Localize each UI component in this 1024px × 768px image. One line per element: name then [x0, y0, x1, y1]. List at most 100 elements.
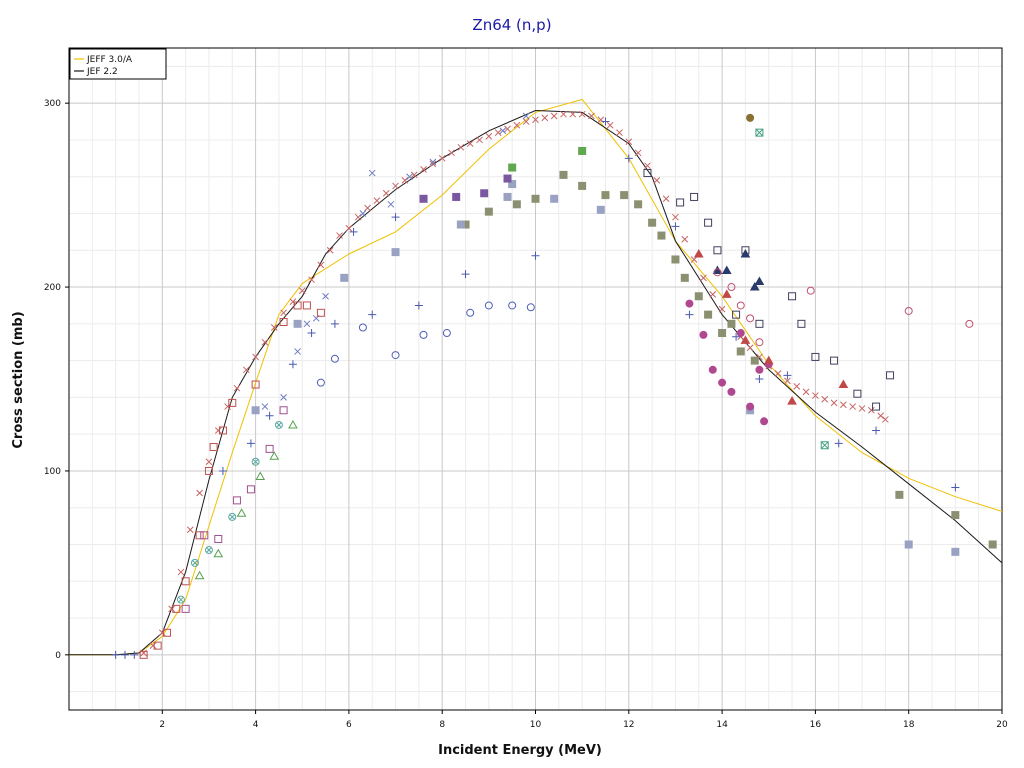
data-point-square-marker	[788, 292, 797, 301]
data-point-circle-marker	[965, 319, 974, 328]
data-point-square-marker	[643, 169, 652, 178]
data-point-square-marker	[251, 380, 260, 389]
data-point-square-marker	[204, 466, 213, 475]
data-point-x-marker	[634, 149, 642, 157]
data-point-triangle-marker	[236, 508, 247, 517]
data-point-triangle-marker	[269, 451, 280, 460]
data-point-filled-square-marker	[596, 205, 605, 214]
data-point-plus-marker	[288, 360, 297, 369]
data-point-x-marker	[392, 182, 399, 190]
data-point-filled-square-marker	[680, 273, 689, 282]
data-point-x-marker	[840, 401, 847, 409]
data-point-filled-square-marker	[452, 192, 461, 201]
data-point-filled-square-marker	[251, 406, 260, 415]
data-point-x-marker	[429, 160, 437, 168]
data-point-filled-triangle-marker	[740, 248, 751, 258]
data-point-x-marker	[382, 189, 390, 197]
data-point-x-marker	[294, 348, 301, 355]
data-point-x-marker	[485, 132, 493, 140]
data-point-filled-circle-marker	[718, 378, 727, 387]
data-point-filled-circle-marker	[685, 299, 694, 308]
data-point-square-marker	[279, 317, 288, 326]
data-point-x-marker	[494, 129, 502, 136]
data-point-x-marker	[317, 261, 325, 269]
y-tick-label: 200	[44, 283, 61, 293]
data-point-x-marker	[252, 353, 259, 361]
data-point-triangle-marker	[255, 471, 266, 480]
data-point-square-cross-marker	[820, 441, 829, 450]
x-tick-label: 12	[623, 720, 634, 730]
grid	[69, 48, 1003, 710]
data-point-circle-marker	[727, 283, 736, 292]
data-point-circle-marker	[755, 338, 764, 347]
data-point-filled-circle-marker	[760, 417, 769, 426]
data-point-x-marker	[513, 121, 521, 129]
data-point-plus-marker	[368, 310, 377, 319]
data-point-plus-marker	[414, 301, 423, 310]
data-point-x-marker	[298, 287, 306, 295]
data-point-square-marker	[704, 218, 713, 227]
data-point-square-marker	[200, 531, 209, 540]
data-point-square-marker	[676, 198, 685, 207]
data-point-plus-marker	[601, 117, 610, 126]
data-point-filled-square-marker	[736, 347, 745, 356]
data-point-square-marker	[797, 319, 806, 328]
data-point-x-marker	[186, 526, 194, 534]
data-point-filled-circle-marker	[746, 402, 755, 411]
data-point-x-marker	[149, 642, 157, 649]
data-point-x-marker	[882, 416, 889, 423]
data-point-x-marker	[550, 112, 558, 120]
data-point-circle-cross-marker	[204, 546, 213, 555]
data-point-square-marker	[153, 641, 162, 650]
data-point-filled-square-marker	[293, 319, 302, 328]
data-point-square-marker	[232, 496, 241, 505]
data-point-filled-square-marker	[340, 273, 349, 282]
data-point-x-marker	[709, 291, 717, 298]
data-point-x-marker	[625, 138, 633, 146]
data-point-x-marker	[522, 112, 530, 120]
x-tick-label: 8	[439, 720, 445, 730]
data-point-x-marker	[168, 605, 175, 613]
y-tick-label: 300	[44, 99, 61, 109]
data-point-x-marker	[499, 127, 507, 135]
data-point-plus-marker	[624, 154, 633, 163]
series-line-jeff-3-0-a	[69, 98, 1003, 656]
data-point-filled-square-marker	[620, 191, 629, 200]
data-point-filled-square-marker	[671, 255, 680, 264]
x-tick-label: 16	[810, 720, 822, 730]
x-tick-label: 4	[253, 720, 259, 730]
data-point-plus-marker	[265, 411, 274, 420]
data-point-plus-marker	[330, 319, 339, 328]
data-point-square-marker	[209, 443, 218, 452]
data-point-x-marker	[877, 412, 885, 420]
data-point-filled-square-marker	[951, 547, 960, 556]
chart-title: Zn64 (n,p)	[472, 16, 551, 34]
data-point-x-marker	[821, 395, 829, 403]
data-point-x-marker	[261, 338, 269, 346]
data-point-square-marker	[246, 485, 255, 494]
data-point-filled-triangle-marker	[740, 335, 751, 344]
data-point-x-marker	[368, 169, 376, 177]
data-point-filled-square-marker	[484, 207, 493, 216]
data-point-x-marker	[644, 162, 651, 170]
x-tick-label: 20	[996, 720, 1008, 730]
data-point-x-marker	[653, 177, 661, 184]
data-point-filled-triangle-marker	[787, 396, 797, 405]
data-point-square-marker	[265, 444, 274, 453]
data-point-x-marker	[662, 195, 670, 203]
data-point-x-marker	[793, 383, 801, 390]
data-point-filled-square-marker	[456, 220, 465, 229]
data-point-square-marker	[830, 356, 839, 365]
data-point-x-marker	[387, 200, 395, 208]
data-point-x-marker	[616, 129, 623, 136]
data-point-x-marker	[700, 274, 707, 282]
data-point-square-marker	[214, 534, 223, 543]
data-point-filled-circle-marker	[727, 387, 736, 396]
data-point-x-marker	[466, 140, 474, 147]
data-point-square-marker	[690, 192, 699, 201]
data-point-filled-square-marker	[559, 170, 568, 179]
data-point-square-marker	[162, 628, 171, 637]
data-point-x-marker	[261, 403, 269, 410]
data-point-filled-square-marker	[750, 356, 759, 365]
data-point-x-marker	[672, 213, 679, 221]
